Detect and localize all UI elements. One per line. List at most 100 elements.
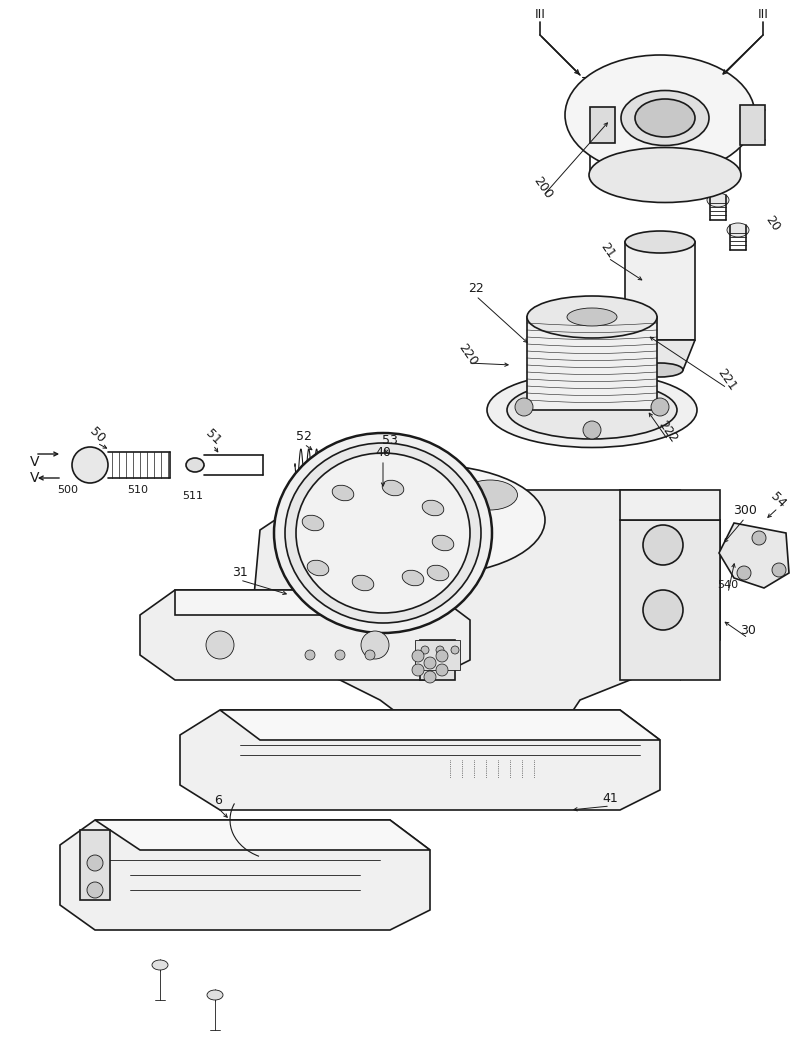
Ellipse shape xyxy=(152,960,168,970)
Circle shape xyxy=(361,631,389,659)
Text: 40: 40 xyxy=(375,446,391,459)
Text: III: III xyxy=(758,8,769,21)
Text: 200: 200 xyxy=(531,175,555,201)
Text: 220: 220 xyxy=(456,341,480,369)
Text: 53: 53 xyxy=(382,434,398,446)
Circle shape xyxy=(583,421,601,439)
Text: V: V xyxy=(30,471,40,485)
Text: 52: 52 xyxy=(296,430,312,443)
Ellipse shape xyxy=(307,561,329,576)
Polygon shape xyxy=(590,107,615,143)
Text: V: V xyxy=(30,455,40,469)
Circle shape xyxy=(643,590,683,630)
Ellipse shape xyxy=(285,443,481,623)
Ellipse shape xyxy=(207,990,223,1000)
Circle shape xyxy=(752,531,766,545)
Circle shape xyxy=(515,398,533,416)
Polygon shape xyxy=(527,317,657,410)
Ellipse shape xyxy=(527,296,657,338)
Circle shape xyxy=(737,566,751,580)
Ellipse shape xyxy=(422,500,444,516)
Text: III: III xyxy=(534,8,546,21)
Circle shape xyxy=(412,650,424,662)
Circle shape xyxy=(436,664,448,676)
Polygon shape xyxy=(620,490,720,520)
Text: 31: 31 xyxy=(232,565,248,579)
Text: 22: 22 xyxy=(468,282,484,295)
Ellipse shape xyxy=(427,565,449,581)
Ellipse shape xyxy=(625,231,695,253)
Text: 222: 222 xyxy=(656,419,680,445)
Text: 511: 511 xyxy=(182,491,203,501)
Circle shape xyxy=(424,657,436,669)
Ellipse shape xyxy=(487,372,697,447)
Circle shape xyxy=(451,646,459,654)
Ellipse shape xyxy=(637,363,683,377)
Ellipse shape xyxy=(589,147,741,202)
Ellipse shape xyxy=(186,458,204,472)
Ellipse shape xyxy=(567,308,617,326)
Ellipse shape xyxy=(707,193,729,207)
Ellipse shape xyxy=(727,223,749,237)
Polygon shape xyxy=(175,590,430,615)
Circle shape xyxy=(206,631,234,659)
Ellipse shape xyxy=(432,535,454,551)
Text: 510: 510 xyxy=(127,485,149,495)
Text: 50: 50 xyxy=(86,425,107,445)
Circle shape xyxy=(424,671,436,683)
Ellipse shape xyxy=(274,432,492,633)
Ellipse shape xyxy=(565,55,755,175)
Ellipse shape xyxy=(315,465,545,575)
Circle shape xyxy=(87,855,103,871)
Circle shape xyxy=(72,447,108,483)
Circle shape xyxy=(436,646,444,654)
Ellipse shape xyxy=(302,515,324,531)
Circle shape xyxy=(772,563,786,577)
Text: 300: 300 xyxy=(733,504,757,516)
Circle shape xyxy=(365,650,375,660)
Text: 41: 41 xyxy=(602,792,618,805)
Circle shape xyxy=(412,664,424,676)
Circle shape xyxy=(421,646,429,654)
Ellipse shape xyxy=(296,453,470,613)
Circle shape xyxy=(369,461,381,473)
Circle shape xyxy=(335,650,345,660)
Polygon shape xyxy=(250,490,720,760)
Ellipse shape xyxy=(621,90,709,145)
Polygon shape xyxy=(180,710,660,810)
Circle shape xyxy=(361,453,389,481)
Polygon shape xyxy=(420,640,455,681)
Ellipse shape xyxy=(382,480,404,496)
Polygon shape xyxy=(220,710,660,740)
Polygon shape xyxy=(740,105,765,145)
Text: 540: 540 xyxy=(718,580,738,590)
Text: 6: 6 xyxy=(214,794,222,807)
Text: 221: 221 xyxy=(715,367,739,393)
Circle shape xyxy=(87,882,103,898)
Ellipse shape xyxy=(402,570,424,586)
Circle shape xyxy=(305,650,315,660)
Polygon shape xyxy=(95,820,430,850)
Text: 30: 30 xyxy=(740,623,756,636)
Circle shape xyxy=(651,398,669,416)
Polygon shape xyxy=(625,340,695,370)
Ellipse shape xyxy=(507,381,677,439)
Text: 21: 21 xyxy=(598,240,618,260)
Polygon shape xyxy=(620,520,720,681)
Circle shape xyxy=(436,650,448,662)
Text: 51: 51 xyxy=(202,427,223,447)
Ellipse shape xyxy=(635,99,695,137)
Ellipse shape xyxy=(352,576,374,590)
Polygon shape xyxy=(140,590,470,681)
Ellipse shape xyxy=(462,480,518,510)
Text: 500: 500 xyxy=(58,485,78,495)
Polygon shape xyxy=(415,640,460,670)
Ellipse shape xyxy=(332,485,354,500)
Circle shape xyxy=(643,525,683,565)
Polygon shape xyxy=(625,242,695,340)
Polygon shape xyxy=(80,830,110,900)
Polygon shape xyxy=(60,820,430,930)
Text: 20: 20 xyxy=(763,213,783,233)
Polygon shape xyxy=(719,523,789,588)
Text: 54: 54 xyxy=(768,490,788,510)
